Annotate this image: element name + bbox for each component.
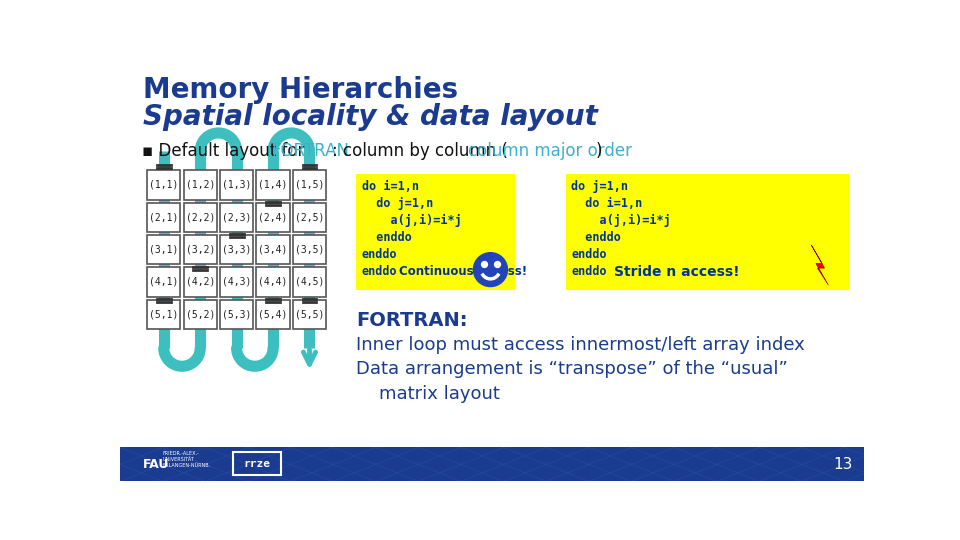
Text: (3,1): (3,1)	[149, 245, 179, 254]
Text: enddo: enddo	[571, 248, 607, 261]
Text: (2,1): (2,1)	[149, 212, 179, 222]
Text: enddo: enddo	[571, 265, 607, 278]
Text: Stride n access!: Stride n access!	[613, 265, 739, 279]
Text: rrze: rrze	[244, 459, 271, 469]
Text: (3,3): (3,3)	[222, 245, 252, 254]
FancyBboxPatch shape	[147, 235, 180, 264]
Text: (5,4): (5,4)	[258, 309, 288, 319]
FancyBboxPatch shape	[220, 267, 253, 296]
Point	[476, 260, 492, 268]
Text: enddo: enddo	[362, 248, 397, 261]
Text: (1,3): (1,3)	[222, 180, 252, 190]
FancyBboxPatch shape	[256, 300, 290, 329]
Text: ): )	[595, 142, 602, 160]
Text: (5,3): (5,3)	[222, 309, 252, 319]
Text: (3,4): (3,4)	[258, 245, 288, 254]
Text: (4,1): (4,1)	[149, 277, 179, 287]
Text: enddo: enddo	[362, 231, 412, 244]
Text: enddo: enddo	[362, 265, 397, 278]
FancyBboxPatch shape	[256, 267, 290, 296]
Text: (5,2): (5,2)	[185, 309, 215, 319]
Text: (2,3): (2,3)	[222, 212, 252, 222]
Text: FORTRAN: FORTRAN	[272, 142, 349, 160]
FancyBboxPatch shape	[183, 267, 217, 296]
Circle shape	[473, 253, 508, 287]
Text: Spatial locality & data layout: Spatial locality & data layout	[143, 103, 598, 131]
Text: (3,5): (3,5)	[295, 245, 324, 254]
FancyBboxPatch shape	[293, 202, 326, 232]
Text: (4,4): (4,4)	[258, 277, 288, 287]
Text: FORTRAN:: FORTRAN:	[356, 311, 468, 330]
Text: (4,3): (4,3)	[222, 277, 252, 287]
FancyBboxPatch shape	[183, 170, 217, 200]
FancyBboxPatch shape	[147, 202, 180, 232]
Text: Data arrangement is “transpose” of the “usual”: Data arrangement is “transpose” of the “…	[356, 361, 788, 379]
Text: FRIEDR.-ALEX.-
UNIVERSITÄT
ERLANGEN-NÜRNB.: FRIEDR.-ALEX.- UNIVERSITÄT ERLANGEN-NÜRN…	[162, 451, 211, 468]
FancyBboxPatch shape	[183, 235, 217, 264]
Polygon shape	[811, 245, 828, 285]
Text: do i=1,n: do i=1,n	[571, 197, 642, 210]
Text: column major order: column major order	[468, 142, 633, 160]
Text: do j=1,n: do j=1,n	[571, 180, 628, 193]
Text: (4,5): (4,5)	[295, 277, 324, 287]
Text: do i=1,n: do i=1,n	[362, 180, 419, 193]
FancyBboxPatch shape	[256, 170, 290, 200]
Text: Inner loop must access innermost/left array index: Inner loop must access innermost/left ar…	[356, 336, 805, 354]
FancyBboxPatch shape	[220, 235, 253, 264]
Text: Memory Hierarchies: Memory Hierarchies	[143, 76, 458, 104]
Text: (1,2): (1,2)	[185, 180, 215, 190]
Text: Continuous access!: Continuous access!	[399, 265, 527, 278]
Text: enddo: enddo	[571, 231, 621, 244]
FancyBboxPatch shape	[147, 300, 180, 329]
Text: ▪ Default layout for: ▪ Default layout for	[142, 142, 309, 160]
FancyBboxPatch shape	[120, 448, 864, 481]
Text: (2,2): (2,2)	[185, 212, 215, 222]
FancyBboxPatch shape	[183, 202, 217, 232]
Text: (2,5): (2,5)	[295, 212, 324, 222]
Text: do j=1,n: do j=1,n	[362, 197, 433, 210]
FancyBboxPatch shape	[220, 202, 253, 232]
Text: (1,5): (1,5)	[295, 180, 324, 190]
Text: (4,2): (4,2)	[185, 277, 215, 287]
Text: (1,1): (1,1)	[149, 180, 179, 190]
FancyBboxPatch shape	[293, 267, 326, 296]
Text: (2,4): (2,4)	[258, 212, 288, 222]
FancyBboxPatch shape	[293, 235, 326, 264]
Text: a(j,i)=i*j: a(j,i)=i*j	[362, 214, 462, 227]
Text: (5,5): (5,5)	[295, 309, 324, 319]
Text: FAU: FAU	[143, 457, 170, 470]
FancyBboxPatch shape	[256, 235, 290, 264]
Text: : column by column (: : column by column (	[332, 142, 508, 160]
FancyBboxPatch shape	[147, 170, 180, 200]
Point	[489, 260, 504, 268]
FancyBboxPatch shape	[356, 174, 516, 289]
Text: (1,4): (1,4)	[258, 180, 288, 190]
Text: (5,1): (5,1)	[149, 309, 179, 319]
Text: 13: 13	[833, 456, 852, 471]
FancyBboxPatch shape	[293, 170, 326, 200]
FancyBboxPatch shape	[565, 174, 849, 289]
Text: matrix layout: matrix layout	[356, 385, 500, 403]
Text: (3,2): (3,2)	[185, 245, 215, 254]
FancyBboxPatch shape	[183, 300, 217, 329]
FancyBboxPatch shape	[220, 170, 253, 200]
FancyBboxPatch shape	[256, 202, 290, 232]
Text: a(j,i)=i*j: a(j,i)=i*j	[571, 214, 671, 227]
FancyBboxPatch shape	[220, 300, 253, 329]
FancyBboxPatch shape	[293, 300, 326, 329]
FancyBboxPatch shape	[147, 267, 180, 296]
